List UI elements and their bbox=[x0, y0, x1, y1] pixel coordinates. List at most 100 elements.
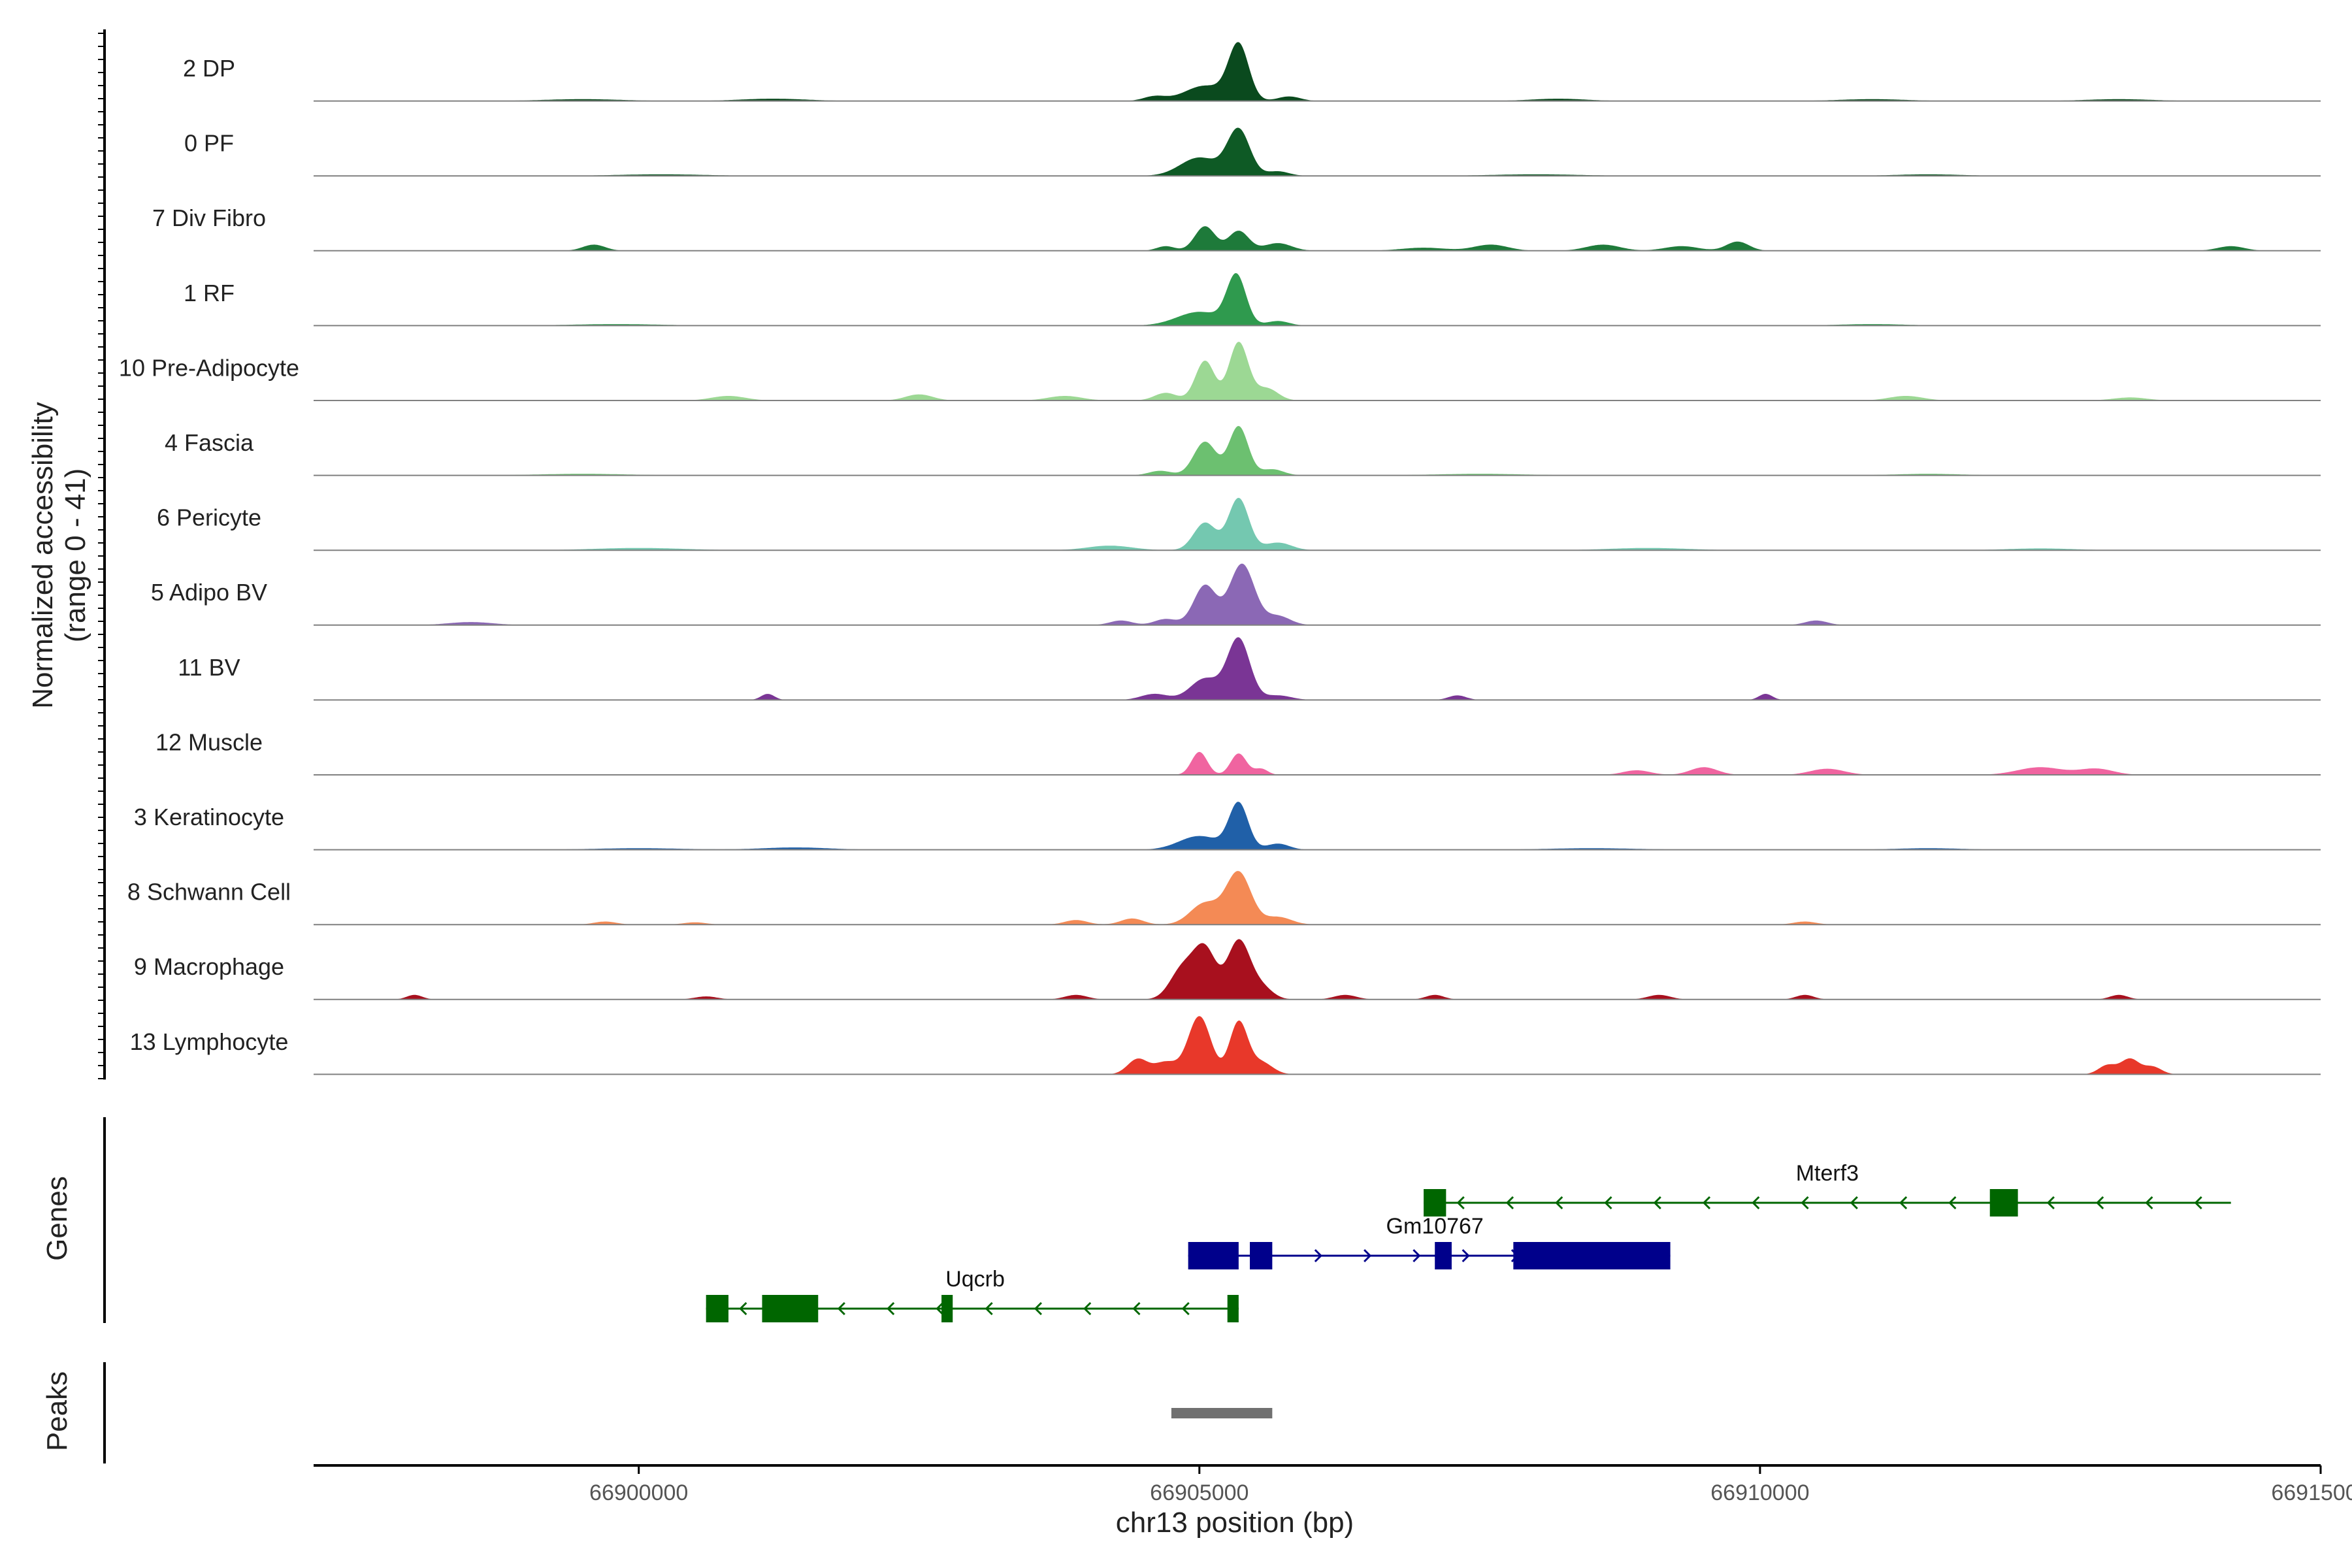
genes-panel: Mterf3 Gm10767 Uqcrb bbox=[706, 1161, 2231, 1322]
strand-arrow bbox=[739, 1301, 747, 1316]
gene-exon bbox=[1250, 1242, 1273, 1269]
track-label: 5 Adipo BV bbox=[151, 579, 267, 606]
strand-arrow bbox=[1752, 1196, 1760, 1210]
strand-arrow bbox=[887, 1301, 895, 1316]
x-axis: 66900000 66905000 66910000 66915000 bbox=[314, 1464, 2352, 1505]
strand-arrow bbox=[1456, 1196, 1465, 1210]
accessibility-y-axis bbox=[98, 29, 106, 1080]
track-label: 10 Pre-Adipocyte bbox=[119, 354, 299, 381]
strand-arrow bbox=[1948, 1196, 1957, 1210]
gene-exon bbox=[1989, 1189, 2018, 1217]
strand-arrow bbox=[1034, 1301, 1043, 1316]
y-axis-title-line1: Normalized accessibility bbox=[27, 402, 59, 708]
x-tick-label: 66900000 bbox=[589, 1480, 688, 1505]
coverage-area bbox=[314, 342, 2321, 400]
track-label: 13 Lymphocyte bbox=[130, 1028, 289, 1055]
strand-arrow bbox=[1653, 1196, 1661, 1210]
track-label: 0 PF bbox=[184, 130, 234, 157]
track-label: 8 Schwann Cell bbox=[127, 879, 291, 906]
track-5-adipo-bv: 5 Adipo BV bbox=[151, 563, 2321, 626]
track-7-div-fibro: 7 Div Fibro bbox=[152, 204, 2321, 252]
genes-panel-label: Genes bbox=[41, 1176, 73, 1261]
gene-exon bbox=[1435, 1242, 1452, 1269]
strand-arrow bbox=[1505, 1196, 1514, 1210]
track-2-dp: 2 DP bbox=[183, 42, 2321, 102]
coverage-area bbox=[314, 871, 2321, 925]
coverage-area bbox=[314, 42, 2321, 101]
strand-arrow bbox=[2194, 1196, 2202, 1210]
track-10-pre-adipocyte: 10 Pre-Adipocyte bbox=[119, 342, 2321, 401]
strand-arrow bbox=[837, 1301, 845, 1316]
coverage-area bbox=[314, 498, 2321, 551]
track-label: 11 BV bbox=[178, 654, 240, 681]
track-3-keratinocyte: 3 Keratinocyte bbox=[134, 802, 2321, 851]
strand-arrow bbox=[1364, 1249, 1372, 1263]
x-tick-label: 66905000 bbox=[1150, 1480, 1249, 1505]
gene-exon bbox=[1513, 1242, 1671, 1269]
gene-exon bbox=[1424, 1189, 1446, 1217]
coverage-area bbox=[314, 273, 2321, 326]
gene-label: Gm10767 bbox=[1386, 1214, 1484, 1239]
x-axis-title: chr13 position (bp) bbox=[1116, 1507, 1354, 1539]
track-label: 7 Div Fibro bbox=[152, 204, 266, 231]
track-label: 6 Pericyte bbox=[157, 504, 261, 531]
coverage-area bbox=[314, 637, 2321, 700]
strand-arrow bbox=[936, 1301, 944, 1316]
strand-arrow bbox=[1604, 1196, 1612, 1210]
track-label: 2 DP bbox=[183, 55, 235, 82]
strand-arrow bbox=[2046, 1196, 2055, 1210]
strand-arrow bbox=[1702, 1196, 1711, 1210]
track-12-muscle: 12 Muscle bbox=[155, 728, 2321, 776]
coverage-area bbox=[314, 802, 2321, 850]
track-label: 12 Muscle bbox=[155, 728, 263, 755]
track-11-bv: 11 BV bbox=[178, 637, 2321, 701]
gene-label: Mterf3 bbox=[1796, 1161, 1859, 1186]
gene-exon bbox=[1227, 1295, 1239, 1322]
peaks-panel-label: Peaks bbox=[41, 1371, 73, 1451]
track-0-pf: 0 PF bbox=[184, 127, 2321, 177]
gene-exon bbox=[706, 1295, 728, 1322]
track-4-fascia: 4 Fascia bbox=[165, 426, 2321, 476]
strand-arrow bbox=[985, 1301, 993, 1316]
strand-arrow bbox=[1850, 1196, 1858, 1210]
track-9-macrophage: 9 Macrophage bbox=[134, 939, 2321, 1000]
track-1-rf: 1 RF bbox=[184, 273, 2321, 327]
strand-arrow bbox=[1462, 1249, 1470, 1263]
coverage-area bbox=[314, 1016, 2321, 1075]
strand-arrow bbox=[2096, 1196, 2104, 1210]
strand-arrow bbox=[1899, 1196, 1908, 1210]
coverage-area bbox=[314, 939, 2321, 1000]
gene-exon bbox=[1188, 1242, 1239, 1269]
coverage-area bbox=[314, 751, 2321, 775]
coverage-tracks: 2 DP 0 PF 7 Div Fibro 1 RF 10 Pre-Adipocyte 4… bbox=[119, 42, 2321, 1075]
track-label: 4 Fascia bbox=[165, 429, 254, 456]
strand-arrow bbox=[1083, 1301, 1092, 1316]
gene-exon bbox=[762, 1295, 819, 1322]
y-axis-title-line2: (range 0 - 41) bbox=[59, 468, 91, 643]
coverage-area bbox=[314, 226, 2321, 251]
strand-arrow bbox=[2145, 1196, 2153, 1210]
track-13-lymphocyte: 13 Lymphocyte bbox=[130, 1016, 2321, 1075]
coverage-area bbox=[314, 426, 2321, 476]
gene-mterf3: Mterf3 bbox=[1424, 1161, 2231, 1217]
peak-region bbox=[1171, 1408, 1273, 1418]
gene-uqcrb: Uqcrb bbox=[706, 1267, 1239, 1322]
strand-arrow bbox=[1181, 1301, 1190, 1316]
track-8-schwann-cell: 8 Schwann Cell bbox=[127, 871, 2321, 926]
strand-arrow bbox=[1555, 1196, 1563, 1210]
peaks-panel bbox=[1171, 1408, 1273, 1418]
strand-arrow bbox=[1413, 1249, 1421, 1263]
track-6-pericyte: 6 Pericyte bbox=[157, 498, 2321, 551]
strand-arrow bbox=[1801, 1196, 1809, 1210]
x-tick-label: 66910000 bbox=[1710, 1480, 1809, 1505]
gene-exon bbox=[941, 1295, 953, 1322]
coverage-area bbox=[314, 127, 2321, 176]
track-label: 1 RF bbox=[184, 280, 235, 306]
strand-arrow bbox=[1314, 1249, 1322, 1263]
gene-gm10767: Gm10767 bbox=[1188, 1214, 1671, 1269]
strand-arrow bbox=[1132, 1301, 1141, 1316]
track-label: 3 Keratinocyte bbox=[134, 804, 284, 830]
track-label: 9 Macrophage bbox=[134, 953, 284, 980]
x-tick-label: 66915000 bbox=[2271, 1480, 2352, 1505]
